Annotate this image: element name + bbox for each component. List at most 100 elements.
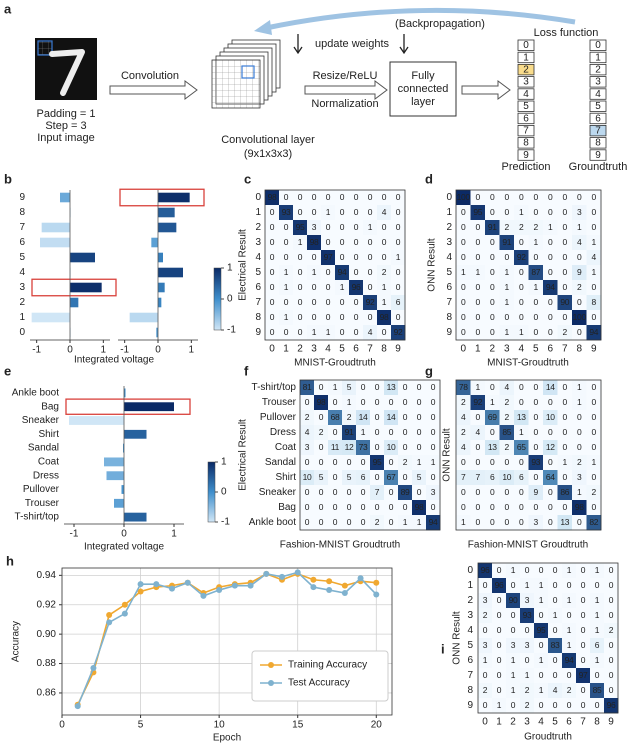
x-tick-label: 1	[101, 345, 107, 356]
cell	[514, 380, 529, 396]
cell	[470, 250, 486, 266]
cell	[384, 440, 399, 456]
point	[184, 579, 191, 586]
cell-value: 0	[534, 312, 539, 322]
cell	[377, 250, 392, 266]
cell	[534, 593, 549, 609]
cell	[528, 310, 544, 326]
cell	[335, 295, 350, 311]
cell-value: 13	[387, 382, 396, 392]
cell	[321, 280, 336, 296]
cell	[485, 410, 500, 426]
cell	[557, 380, 573, 396]
cell-value: 0	[284, 297, 289, 307]
cell-value: 0	[368, 237, 373, 247]
cell-value: 0	[312, 282, 317, 292]
cell-value: 0	[431, 382, 436, 392]
cell	[342, 500, 357, 516]
cell-value: 0	[609, 640, 614, 650]
point	[294, 569, 301, 576]
cell	[485, 485, 500, 501]
bar	[41, 222, 70, 233]
point	[231, 582, 238, 589]
cell-value: 0	[396, 207, 401, 217]
cell	[548, 623, 563, 639]
cell	[456, 425, 471, 441]
cell	[265, 235, 280, 251]
cell	[470, 515, 486, 531]
cell-value: 68	[331, 412, 340, 422]
cell-value: 1	[511, 565, 516, 575]
cell-value: 0	[326, 237, 331, 247]
cell	[485, 380, 500, 396]
cell	[370, 440, 385, 456]
bar	[158, 222, 177, 233]
cell-value: 0	[497, 610, 502, 620]
category-label: Trouser	[25, 498, 60, 509]
cell-value: 0	[534, 502, 539, 512]
digit-box	[589, 51, 607, 64]
cell	[499, 265, 515, 281]
norm-label: Normalization	[311, 98, 378, 110]
cell	[485, 325, 500, 341]
cell-value: 2	[505, 222, 510, 232]
cell	[356, 410, 371, 426]
cell-value: 0	[305, 502, 310, 512]
cell	[543, 485, 558, 501]
cell	[335, 220, 350, 236]
cell	[412, 470, 427, 486]
cell-value: 0	[581, 685, 586, 695]
cell	[485, 515, 500, 531]
cell	[456, 470, 471, 486]
cell	[604, 593, 619, 609]
groundtruth-label: Groundtruth	[569, 161, 628, 173]
cell	[363, 205, 378, 221]
cell	[506, 683, 521, 699]
cell-value: 0	[305, 517, 310, 527]
point	[216, 587, 223, 594]
cell-value: 6	[361, 472, 366, 482]
cell	[342, 380, 357, 396]
cell-value: 0	[354, 267, 359, 277]
cell	[485, 425, 500, 441]
cell	[528, 265, 544, 281]
cell	[492, 668, 507, 684]
cell	[514, 455, 529, 471]
cell-value: 0	[534, 327, 539, 337]
row-label: 5	[446, 267, 452, 278]
cell-value: 98	[380, 312, 389, 322]
cell-value: 0	[548, 502, 553, 512]
backprop-label: (Backpropagation)	[395, 18, 485, 30]
category-label: T-shirt/top	[15, 512, 60, 523]
y-axis-label: ONN Result	[452, 611, 463, 665]
cell	[391, 310, 406, 326]
cell	[499, 425, 515, 441]
cell	[412, 485, 427, 501]
cell-value: 2	[592, 487, 597, 497]
cell	[562, 578, 577, 594]
colorbar-label: -1	[227, 325, 236, 336]
category-label: Sneaker	[22, 415, 60, 426]
cell	[528, 395, 544, 411]
cell-value: 0	[298, 192, 303, 202]
cell	[543, 265, 558, 281]
legend-label: Training Accuracy	[288, 660, 367, 671]
cell	[528, 485, 544, 501]
cell	[321, 235, 336, 251]
cell-value: 0	[270, 297, 275, 307]
cell-value: 0	[592, 442, 597, 452]
cell-value: 0	[609, 565, 614, 575]
cell	[342, 440, 357, 456]
cell-value: 0	[548, 327, 553, 337]
bar	[121, 485, 124, 494]
cell	[470, 440, 486, 456]
x-tick-label: 5	[138, 720, 144, 731]
cell	[293, 265, 308, 281]
cell-value: 94	[589, 327, 598, 337]
cell	[492, 578, 507, 594]
cell	[279, 235, 294, 251]
cell-value: 0	[403, 427, 408, 437]
cell	[572, 190, 587, 206]
cell-value: 97	[324, 252, 333, 262]
cell-value: 0	[519, 487, 524, 497]
